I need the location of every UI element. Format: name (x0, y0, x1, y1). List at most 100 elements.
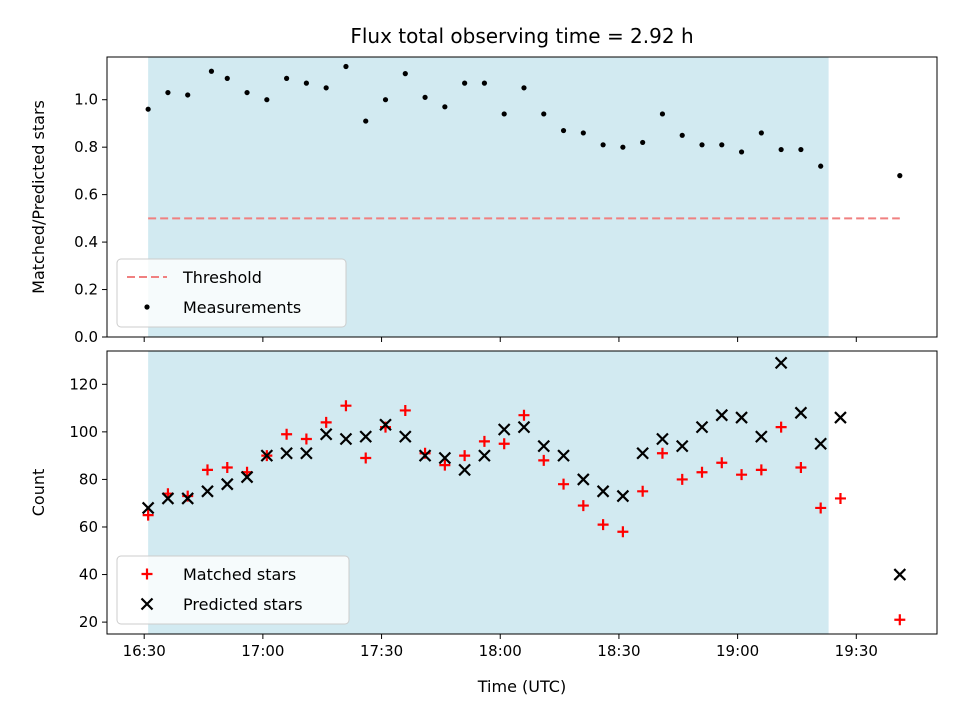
x-axis-label: Time (UTC) (477, 677, 566, 696)
data-point (438, 451, 452, 465)
data-point (696, 466, 708, 478)
data-point (201, 464, 213, 476)
axes-frame (106, 56, 938, 338)
legend: Matched stars Predicted stars (116, 555, 350, 625)
data-point (659, 111, 666, 117)
legend-label: Matched stars (183, 565, 296, 584)
x-tick-label: 17:30 (360, 642, 403, 660)
data-point (458, 463, 471, 477)
x-tick-label: 17:00 (241, 642, 284, 660)
data-point (517, 420, 531, 434)
data-point (620, 144, 626, 150)
legend-marker (140, 597, 154, 611)
legend-box (116, 555, 350, 625)
data-point (897, 173, 903, 179)
y-axis-label: Count (29, 469, 48, 517)
data-point (834, 492, 846, 504)
data-point (716, 457, 728, 469)
y-tick-label: 0.6 (74, 186, 98, 204)
data-point (893, 568, 907, 581)
data-point (596, 485, 610, 498)
data-point (640, 139, 646, 146)
data-point (363, 118, 369, 124)
data-point (201, 485, 214, 498)
y-tick-label: 40 (79, 566, 98, 584)
data-point (185, 92, 191, 98)
data-point (161, 492, 175, 505)
y-tick-label: 20 (79, 613, 98, 631)
data-point (399, 430, 412, 443)
data-point (360, 452, 372, 464)
data-point (656, 432, 669, 446)
data-point (478, 449, 491, 462)
data-point (736, 469, 748, 481)
bottom-panel: 20 40 60 80 100 120 16:30 17:00 17:30 18:00 18:30 1… (29, 350, 938, 660)
data-point (676, 473, 688, 485)
data-point (320, 416, 332, 428)
data-point (735, 411, 748, 424)
data-point (339, 432, 353, 446)
data-point (738, 149, 745, 155)
legend: Threshold Measurements (116, 258, 347, 328)
data-point (145, 106, 151, 112)
data-point (142, 509, 154, 521)
data-point (462, 80, 468, 86)
y-tick-label: 80 (79, 470, 98, 488)
data-point (359, 430, 373, 443)
data-point (695, 420, 709, 434)
data-point (815, 502, 827, 514)
data-point (778, 146, 784, 153)
data-point (775, 421, 787, 433)
data-point (597, 519, 609, 531)
data-point (537, 439, 551, 453)
y-tick-label: 0.2 (74, 281, 98, 299)
y-tick-label: 0.8 (74, 138, 98, 156)
data-point (418, 449, 432, 462)
data-point (300, 433, 312, 445)
data-point (220, 477, 234, 491)
data-point (478, 435, 490, 447)
data-point (141, 501, 155, 515)
data-point (577, 500, 589, 512)
data-point (379, 418, 392, 432)
data-point (439, 459, 451, 471)
legend-marker (144, 304, 150, 310)
data-point (794, 406, 808, 420)
x-tick-label: 18:30 (597, 642, 640, 660)
data-point (244, 89, 250, 96)
data-point (557, 449, 570, 462)
data-point (340, 400, 352, 412)
data-point (558, 478, 570, 490)
chart-title: Flux total observing time = 2.92 h (350, 24, 693, 48)
data-point (774, 356, 788, 370)
data-point (675, 439, 689, 453)
y-tick-label: 0.4 (74, 233, 98, 251)
x-tick-label: 19:00 (716, 642, 759, 660)
y-tick-label: 1.0 (74, 91, 98, 109)
x-tick-label: 16:30 (123, 642, 166, 660)
data-point (221, 462, 233, 474)
data-point (497, 423, 511, 436)
data-point (755, 430, 768, 443)
legend-label: Threshold (182, 268, 262, 287)
data-point (284, 75, 290, 81)
y-tick-label: 60 (79, 518, 98, 536)
data-point (617, 526, 629, 538)
data-point (501, 111, 507, 117)
data-point (422, 94, 428, 100)
data-point (600, 142, 606, 148)
y-tick-label: 120 (69, 375, 98, 393)
data-point (715, 408, 729, 422)
data-point (719, 142, 725, 148)
data-point (818, 163, 824, 169)
x-tick-label: 19:30 (835, 642, 878, 660)
data-point (637, 485, 649, 497)
data-point (580, 130, 586, 136)
axes-frame (106, 350, 938, 635)
y-tick-label: 100 (69, 423, 98, 441)
data-point (699, 142, 705, 148)
data-point (755, 464, 767, 476)
legend-marker (141, 568, 153, 580)
data-point (442, 104, 448, 110)
